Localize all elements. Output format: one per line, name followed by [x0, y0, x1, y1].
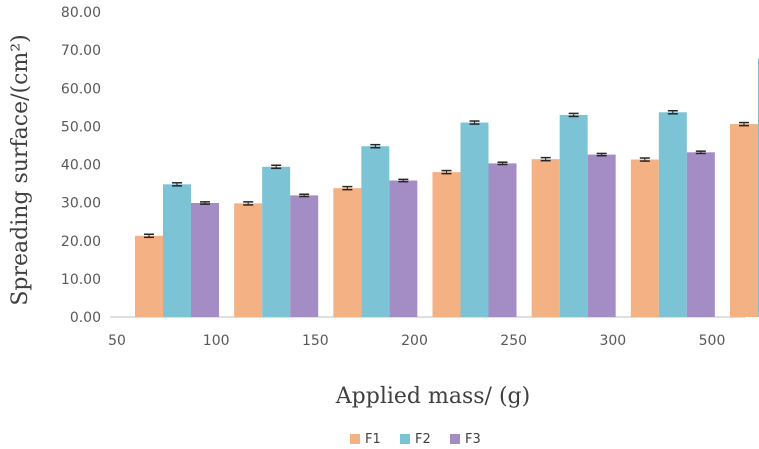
bar-f1-50: [135, 235, 163, 317]
bar-f2-250: [559, 114, 588, 317]
y-tick-label: 0.00: [70, 310, 101, 326]
y-tick-label: 10.00: [61, 272, 101, 288]
y-tick-label: 50.00: [61, 119, 101, 135]
y-tick-label: 60.00: [61, 81, 101, 97]
bar-f3-300: [686, 152, 715, 317]
x-tick-label: 150: [302, 333, 329, 349]
x-axis-ticks: 50 100 150 200 250 300 500: [108, 333, 725, 349]
bar-f3-200: [488, 163, 517, 317]
x-tick-label: 500: [699, 333, 726, 349]
bar-f2-100: [262, 166, 291, 317]
x-tick-label: 250: [500, 333, 527, 349]
legend: F1 F2 F3: [350, 432, 481, 447]
bar-f2-200: [460, 122, 489, 317]
x-tick-label: 50: [108, 333, 126, 349]
bars: [135, 58, 759, 318]
y-axis-title: Spreading surface/(cm²): [8, 34, 33, 305]
y-tick-label: 80.00: [61, 5, 101, 21]
bar-f1-300: [630, 159, 659, 317]
legend-swatch-f3: [450, 434, 460, 444]
bar-f1-100: [234, 203, 263, 317]
bar-f2-300: [658, 112, 687, 317]
y-tick-label: 40.00: [61, 158, 101, 174]
bar-f3-100: [290, 195, 319, 317]
y-tick-label: 70.00: [61, 43, 101, 59]
x-axis-title: Applied mass/ (g): [335, 384, 530, 409]
bar-f3-50: [191, 203, 219, 317]
legend-swatch-f2: [400, 434, 410, 444]
x-tick-label: 300: [599, 333, 626, 349]
bar-f3-250: [587, 154, 616, 317]
legend-swatch-f1: [350, 434, 360, 444]
y-axis-ticks: 0.00 10.00 20.00 30.00 40.00 50.00 60.00 70.00 8…: [61, 5, 101, 326]
y-tick-label: 20.00: [61, 234, 101, 250]
x-tick-label: 100: [203, 333, 230, 349]
bar-f3-150: [389, 180, 418, 317]
legend-label-f2: F2: [415, 432, 431, 447]
bar-f2-50: [163, 184, 191, 317]
bar-f1-200: [432, 172, 461, 317]
y-tick-label: 30.00: [61, 196, 101, 212]
bar-f1-150: [333, 188, 362, 317]
bar-f1-500: [730, 124, 758, 318]
legend-label-f3: F3: [465, 432, 481, 447]
bar-f2-150: [361, 146, 390, 317]
bar-f1-250: [531, 159, 560, 317]
legend-label-f1: F1: [365, 432, 381, 447]
x-tick-label: 200: [401, 333, 428, 349]
